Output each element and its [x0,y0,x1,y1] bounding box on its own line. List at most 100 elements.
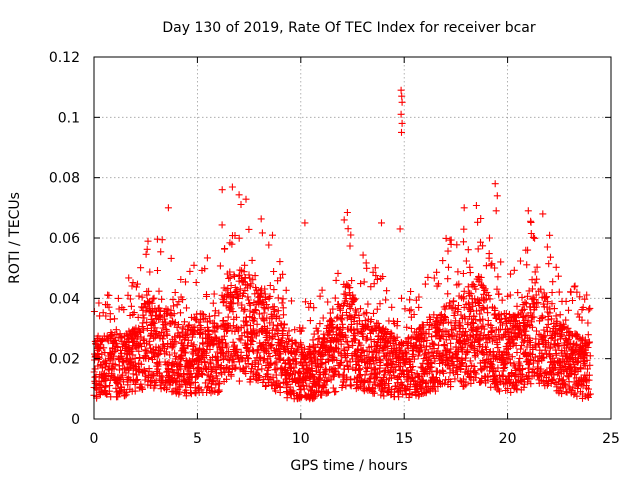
data-point [461,315,469,323]
data-point [461,339,469,347]
data-point [350,296,358,304]
data-point [454,268,462,276]
data-point [208,384,215,392]
data-point [426,353,434,361]
data-point [225,356,233,364]
data-point [552,351,560,359]
data-point [272,387,280,395]
data-point [513,302,521,310]
data-point [234,293,241,301]
data-point [153,328,161,335]
data-point [241,305,249,313]
data-point [504,385,512,393]
data-point [431,387,439,395]
data-point [370,309,377,317]
data-point [562,297,570,305]
data-point [186,267,194,275]
data-point [225,275,233,282]
x-tick-label: 5 [193,431,202,447]
data-point [266,319,274,327]
data-point [121,392,129,400]
data-point [579,303,587,311]
data-point [231,232,239,239]
data-point [270,286,278,294]
data-point [423,336,431,344]
data-point [479,315,487,323]
data-point [548,315,555,323]
data-point [516,324,524,332]
data-point [282,286,290,294]
data-point [185,357,193,365]
data-point [226,306,234,314]
data-point [488,337,496,345]
data-point [232,287,240,295]
data-point [463,363,471,370]
data-point [139,319,147,327]
data-point [398,92,406,100]
data-point [252,332,260,340]
data-point [537,285,545,293]
data-point [376,361,384,369]
data-point [187,370,195,378]
data-point [127,302,135,310]
data-point [145,287,153,295]
data-point [288,297,295,305]
data-point [401,305,409,313]
data-point [402,348,410,356]
data-point [418,376,426,384]
data-point [224,284,232,292]
data-point [419,321,427,329]
data-point [247,322,254,330]
data-point [546,231,554,239]
data-point [332,388,340,396]
data-point [361,371,369,379]
data-point [229,338,237,346]
data-point [98,387,106,395]
data-point [385,369,393,376]
data-point [527,380,535,388]
data-point [549,278,557,286]
data-point [170,302,177,310]
data-point [422,379,430,387]
data-point [582,349,590,357]
data-point [248,256,256,264]
data-point [258,365,266,373]
data-point [481,285,489,293]
data-point [458,359,466,367]
data-point [583,356,591,364]
data-point [533,275,541,283]
data-point [251,272,259,280]
data-point [493,192,501,200]
data-point [240,290,247,297]
data-point [441,312,449,320]
data-point [96,345,104,353]
data-point [516,354,524,362]
data-point [243,281,251,289]
data-point [517,257,524,265]
data-point [578,316,586,324]
data-point [96,312,104,320]
data-point [475,336,483,344]
data-point [181,318,188,326]
data-point [518,293,526,301]
data-point [466,357,474,365]
data-point [145,355,153,363]
data-point [283,342,291,350]
data-point [210,290,218,298]
data-point [481,296,489,304]
data-point [491,180,499,188]
data-point [345,343,353,351]
data-point [470,320,477,327]
data-point [546,309,554,317]
data-point [98,364,106,372]
data-point [507,270,514,278]
data-point [370,280,378,288]
data-point [496,316,504,324]
data-point [453,241,461,249]
data-point [271,366,279,374]
data-point [223,343,231,351]
data-point [560,324,568,331]
data-point [497,311,505,319]
data-point [466,269,474,277]
